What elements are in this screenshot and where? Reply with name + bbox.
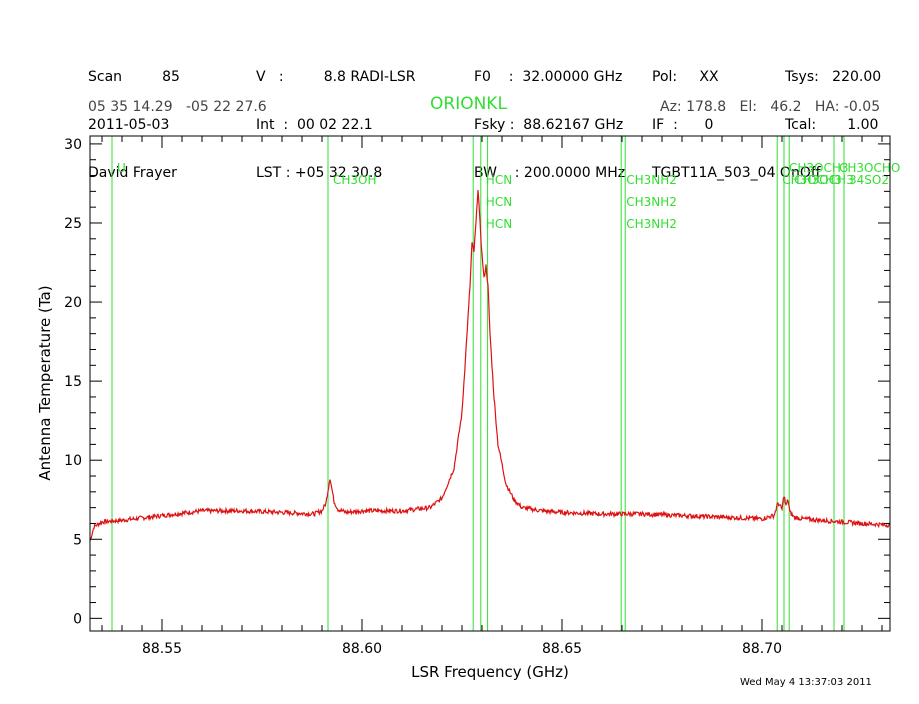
tsys-label: Tsys: 220.00 [785,69,882,85]
plot-frame [89,135,891,632]
line-label: HCN [486,173,512,187]
fsky-label: Fsky : 88.62167 GHz [474,117,624,133]
axis-ticks: 88.55 88.60 88.65 88.70 0 5 10 15 20 25 30 [64,136,890,657]
y-tick-label: 0 [73,611,82,627]
y-tick-label: 10 [64,453,82,469]
line-label: CH3OH [333,173,377,187]
date-label: 2011-05-03 [88,117,170,133]
coordinates-label: 05 35 14.29 -05 22 27.6 [88,99,267,115]
az-el-label: Az: 178.8 El: 46.2 HA: -0.05 [660,99,881,115]
line-label: CH3NH2 [626,217,677,231]
x-tick-label: 88.55 [142,641,182,657]
line-label: CH3OCHO [839,161,900,175]
if-label: IF : 0 [652,117,714,133]
f0-label: F0 : 32.00000 GHz [474,69,623,85]
y-tick-label: 5 [73,532,82,548]
tcal-label: Tcal: 1.00 [785,117,879,133]
line-label: CH3NH2 [626,195,677,209]
observer-label: David Frayer [88,165,177,181]
pol-label: Pol: XX [652,69,719,85]
lst-label: LST : +05 32 30.8 [256,165,383,181]
line-label: CH3NH2 [626,173,677,187]
line-label: HCN [486,217,512,231]
y-tick-label: 30 [64,137,82,153]
line-label: HCN [486,195,512,209]
y-tick-label: 20 [64,295,82,311]
project-label: TGBT11A_503_04 OnOff [652,165,821,181]
source-name: ORIONKL [430,94,507,114]
x-tick-label: 88.70 [742,641,782,657]
line-label: CH3OCH3 [794,173,854,187]
x-axis-label: LSR Frequency (GHz) [411,663,569,681]
x-tick-label: 88.60 [342,641,382,657]
bw-label: BW : 200.0000 MHz [474,165,626,181]
y-axis-label: Antenna Temperature (Ta) [36,285,54,480]
y-tick-label: 15 [64,374,82,390]
integration-label: Int : 00 02 22.1 [256,117,373,133]
scan-label: Scan 85 [88,69,180,85]
line-label: CH3OCH3 [782,173,842,187]
velocity-label: V : 8.8 RADI-LSR [256,69,416,85]
y-tick-label: 25 [64,216,82,232]
timestamp-label: Wed May 4 13:37:03 2011 [740,677,872,688]
line-label: U [117,161,126,175]
spectrum-line [89,189,891,542]
molecular-lines: U CH3OH HCN HCN HCN CH3NH2 CH3NH2 CH3NH2 CH3OCH3… [111,136,900,631]
line-label: 34SO2 [849,173,889,187]
x-tick-label: 88.65 [542,641,582,657]
